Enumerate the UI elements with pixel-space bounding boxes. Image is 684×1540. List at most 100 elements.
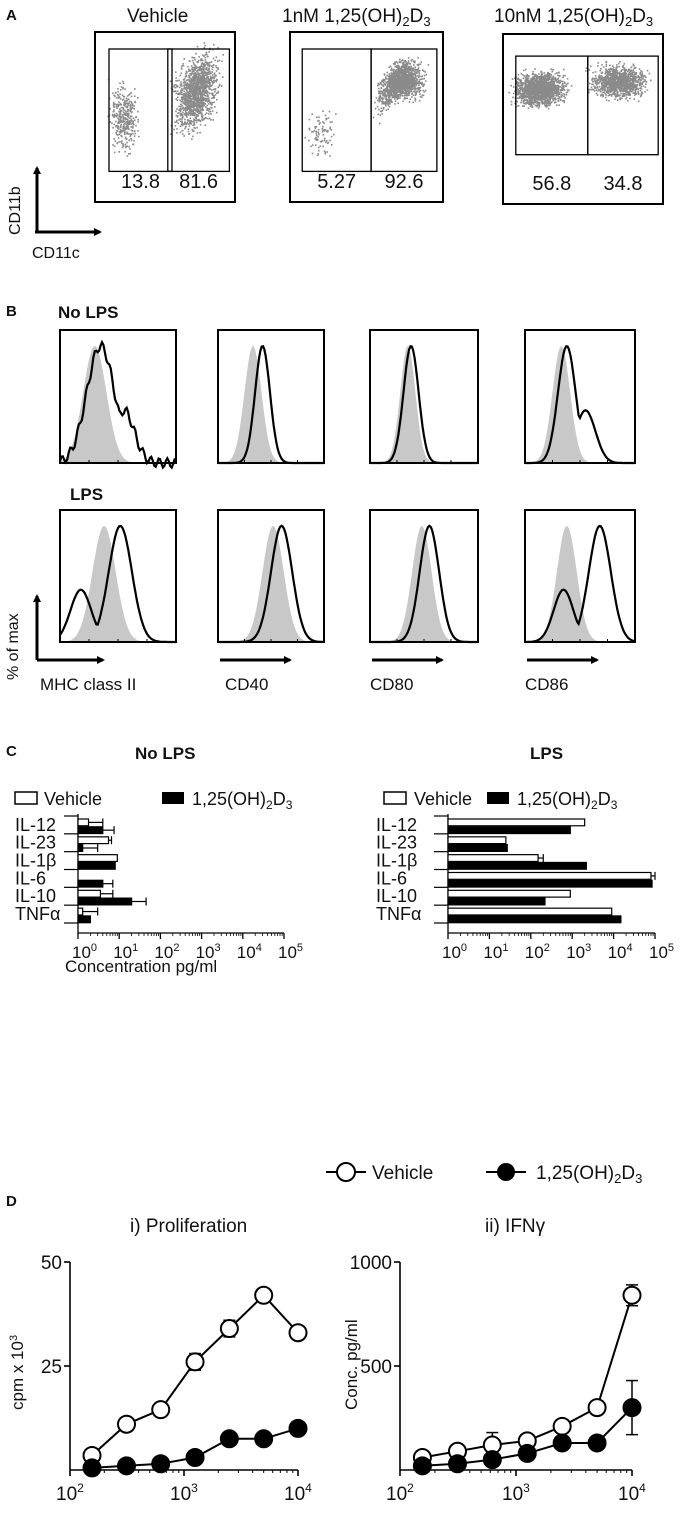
event-dot xyxy=(534,93,536,96)
event-dot xyxy=(537,92,540,95)
event-dot xyxy=(200,97,203,99)
event-dot xyxy=(205,68,208,71)
event-dot xyxy=(128,112,130,115)
event-dot xyxy=(555,79,557,81)
event-dot xyxy=(175,80,177,82)
event-dot xyxy=(111,113,114,116)
event-dot xyxy=(380,87,383,89)
event-dot xyxy=(192,78,195,80)
event-dot xyxy=(113,109,115,111)
event-dot xyxy=(120,103,123,106)
event-dot xyxy=(182,123,184,125)
event-dot xyxy=(399,95,401,97)
event-dot xyxy=(401,60,403,62)
event-dot xyxy=(108,97,111,100)
event-dot xyxy=(122,127,124,130)
event-dot xyxy=(529,102,531,104)
event-dot xyxy=(209,92,211,95)
event-dot xyxy=(193,74,196,76)
event-dot xyxy=(417,67,420,69)
event-dot xyxy=(202,74,204,76)
event-dot xyxy=(200,95,202,98)
event-dot xyxy=(191,87,193,89)
event-dot xyxy=(176,79,179,82)
event-dot xyxy=(203,92,206,94)
event-dot xyxy=(555,92,558,95)
event-dot xyxy=(125,145,127,148)
event-dot xyxy=(634,89,636,92)
event-dot xyxy=(413,87,415,90)
event-dot xyxy=(410,90,413,93)
event-dot xyxy=(557,95,559,97)
event-dot xyxy=(405,66,407,68)
event-dot xyxy=(510,84,512,87)
event-dot xyxy=(408,71,410,74)
event-dot xyxy=(175,84,177,86)
event-dot xyxy=(176,99,179,102)
event-dot xyxy=(527,77,530,80)
event-dot xyxy=(185,86,188,88)
event-dot xyxy=(529,96,531,99)
event-dot xyxy=(192,94,194,97)
event-dot xyxy=(181,96,183,99)
event-dot xyxy=(541,73,543,76)
event-dot xyxy=(538,96,540,99)
event-dot xyxy=(199,90,202,93)
event-dot xyxy=(396,62,399,64)
event-dot xyxy=(408,92,410,94)
event-dot xyxy=(112,103,115,106)
event-dot xyxy=(190,104,193,107)
event-dot xyxy=(402,71,404,73)
event-dot xyxy=(394,82,396,84)
event-dot xyxy=(531,76,534,79)
event-dot xyxy=(560,94,563,96)
event-dot xyxy=(188,119,191,122)
event-dot xyxy=(393,74,396,76)
event-dot xyxy=(533,95,535,97)
event-dot xyxy=(197,119,199,121)
event-dot xyxy=(531,100,533,102)
event-dot xyxy=(204,113,207,116)
event-dot xyxy=(192,62,195,64)
event-dot xyxy=(201,80,204,82)
event-dot xyxy=(190,78,193,80)
event-dot xyxy=(535,100,538,103)
gate-2 xyxy=(370,48,438,173)
event-dot xyxy=(187,119,189,122)
event-dot xyxy=(221,60,223,63)
event-dot xyxy=(322,129,324,131)
event-dot xyxy=(516,92,518,94)
event-dot xyxy=(388,78,390,80)
event-dot xyxy=(390,74,392,76)
event-dot xyxy=(188,69,191,71)
event-dot xyxy=(535,86,537,89)
event-dot xyxy=(190,109,193,112)
event-dot xyxy=(409,98,412,101)
event-dot xyxy=(122,86,124,89)
event-dot xyxy=(188,108,190,110)
event-dot xyxy=(211,84,214,86)
event-dot xyxy=(127,118,129,121)
event-dot xyxy=(378,83,381,85)
event-dot xyxy=(517,73,520,76)
event-dot xyxy=(169,80,172,82)
event-dot xyxy=(176,132,178,134)
event-dot xyxy=(124,128,127,130)
event-dot xyxy=(387,93,390,96)
event-dot xyxy=(526,80,529,82)
event-dot xyxy=(410,89,412,92)
event-dot xyxy=(192,112,194,115)
event-dot xyxy=(393,89,396,92)
event-dot xyxy=(184,109,187,111)
event-dot xyxy=(333,133,335,136)
event-dot xyxy=(554,86,557,89)
event-dot xyxy=(126,105,128,107)
event-dot xyxy=(197,97,200,99)
event-dot xyxy=(181,93,183,95)
event-dot xyxy=(217,46,219,49)
event-dot xyxy=(404,86,406,88)
event-dot xyxy=(409,67,412,70)
event-dot xyxy=(196,83,199,86)
event-dot xyxy=(400,76,402,78)
event-dot xyxy=(182,107,184,110)
